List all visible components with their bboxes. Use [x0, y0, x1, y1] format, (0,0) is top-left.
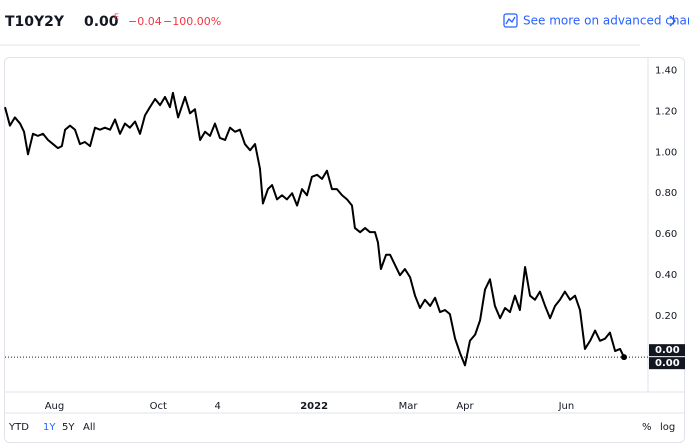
range-button[interactable]: All	[83, 422, 95, 433]
x-tick-label: Mar	[399, 401, 419, 412]
range-button[interactable]: 1Y	[43, 422, 56, 433]
y-tick-label: 0.40	[655, 270, 677, 281]
y-tick-label: 1.00	[655, 147, 677, 158]
range-button[interactable]: 5Y	[62, 422, 75, 433]
link-icon-line	[505, 16, 516, 25]
price: 0.00	[84, 14, 119, 30]
scale-option[interactable]: %	[642, 422, 652, 433]
advanced-chart-link[interactable]: See more on advanced chart	[503, 13, 689, 28]
plot: 0.20 0.40 0.60 0.80 1.00 1.20 1.40 Aug Oct 4 2022 M…	[4, 65, 685, 412]
y-tick-label: 0.60	[655, 229, 677, 240]
change-percent: −100.00%	[163, 15, 221, 28]
x-tick-label: Oct	[150, 401, 167, 412]
link-text[interactable]: See more on advanced chart	[523, 14, 689, 28]
x-tick-label: Aug	[45, 401, 65, 412]
x-tick-label: 4	[214, 401, 220, 412]
link-icon	[503, 13, 518, 28]
chart-frame	[4, 57, 685, 443]
symbol: T10Y2Y	[5, 14, 65, 30]
y-tick-label: 0.80	[655, 188, 677, 199]
range-button[interactable]: YTD	[8, 422, 29, 433]
y-tick-label: 1.20	[655, 106, 677, 117]
price-badge	[649, 357, 685, 370]
y-tick-label: 0.20	[655, 311, 677, 322]
x-tick-label: Apr	[456, 401, 474, 412]
change: −0.04	[128, 15, 162, 28]
toolbar: YTD 1Y 5Y All% log	[8, 422, 675, 433]
price-badge-label: 0.00	[655, 345, 680, 356]
x-tick-label: Jun	[558, 401, 575, 412]
link-arrow	[669, 15, 677, 27]
scale-option[interactable]: log	[660, 422, 675, 433]
x-tick-label: 2022	[300, 401, 328, 412]
price-badge-label: 0.00	[655, 358, 680, 369]
price-badge	[649, 344, 685, 357]
price-flag: E	[114, 13, 119, 22]
y-tick-label: 1.40	[655, 65, 677, 76]
line	[4, 91, 625, 367]
last-point	[621, 354, 628, 361]
